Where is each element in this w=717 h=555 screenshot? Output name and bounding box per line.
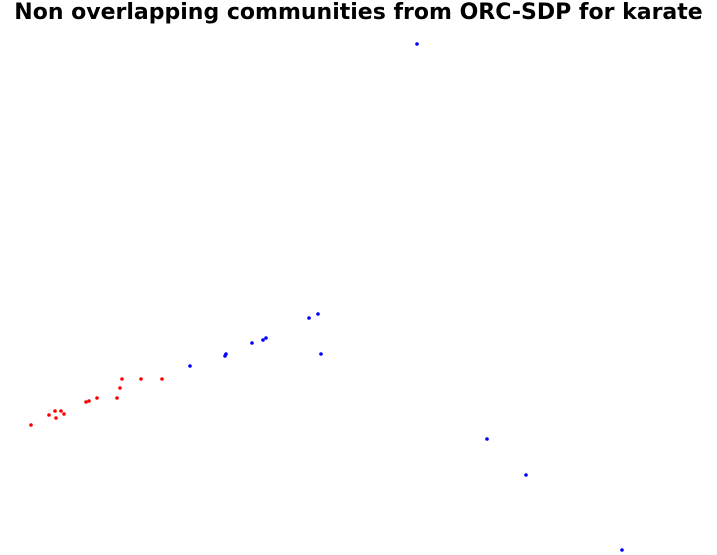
series-1 — [29, 377, 164, 427]
data-point — [160, 377, 164, 381]
data-point — [54, 416, 58, 420]
data-point — [62, 412, 66, 416]
data-point — [59, 409, 63, 413]
data-point — [307, 316, 311, 320]
data-point — [319, 352, 323, 356]
data-point — [118, 386, 122, 390]
data-point — [316, 312, 320, 316]
data-point — [224, 352, 228, 356]
data-point — [139, 377, 143, 381]
data-point — [188, 364, 192, 368]
data-point — [115, 396, 119, 400]
data-point — [120, 377, 124, 381]
data-point — [47, 413, 51, 417]
data-point — [415, 42, 419, 46]
points-layer — [29, 42, 624, 552]
data-point — [485, 437, 489, 441]
data-point — [95, 396, 99, 400]
data-point — [524, 473, 528, 477]
data-point — [84, 400, 88, 404]
data-point — [29, 423, 33, 427]
series-2 — [188, 42, 624, 552]
chart-title: Non overlapping communities from ORC-SDP… — [14, 0, 703, 25]
data-point — [620, 548, 624, 552]
data-point — [87, 399, 91, 403]
data-point — [261, 338, 265, 342]
data-point — [250, 341, 254, 345]
data-point — [53, 409, 57, 413]
data-point — [264, 336, 268, 340]
